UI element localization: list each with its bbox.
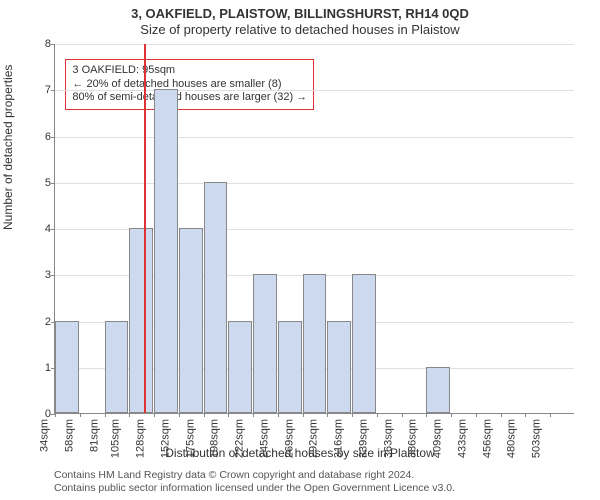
x-tick-mark [278, 413, 279, 417]
x-tick-mark [377, 413, 378, 417]
x-tick-mark [179, 413, 180, 417]
chart-container: 3, OAKFIELD, PLAISTOW, BILLINGSHURST, RH… [0, 0, 600, 500]
footer-attribution: Contains HM Land Registry data © Crown c… [54, 469, 455, 496]
x-tick-mark [303, 413, 304, 417]
bar [154, 89, 178, 413]
bar [129, 228, 153, 413]
bar [303, 274, 327, 413]
x-tick-mark [55, 413, 56, 417]
x-tick-mark [228, 413, 229, 417]
x-tick-mark [105, 413, 106, 417]
plot-area: 3 OAKFIELD: 95sqm ← 20% of detached hous… [54, 44, 574, 414]
chart-subtitle: Size of property relative to detached ho… [0, 21, 600, 37]
page-title: 3, OAKFIELD, PLAISTOW, BILLINGSHURST, RH… [0, 0, 600, 21]
y-tick-label: 8 [25, 38, 51, 50]
x-tick-mark [154, 413, 155, 417]
y-tick-label: 5 [25, 177, 51, 189]
bar [327, 321, 351, 414]
x-tick-mark [80, 413, 81, 417]
bar [55, 321, 79, 414]
bar [278, 321, 302, 414]
x-tick-mark [253, 413, 254, 417]
footer-line1: Contains HM Land Registry data © Crown c… [54, 469, 455, 483]
annotation-line3: 80% of semi-detached houses are larger (… [72, 91, 307, 105]
marker-line [144, 44, 146, 413]
bar [426, 367, 450, 413]
bar [204, 182, 228, 413]
footer-line2: Contains public sector information licen… [54, 482, 455, 496]
x-tick-mark [476, 413, 477, 417]
x-tick-mark [129, 413, 130, 417]
annotation-line1: 3 OAKFIELD: 95sqm [72, 64, 307, 78]
y-tick-label: 1 [25, 362, 51, 374]
bar [105, 321, 129, 414]
x-tick-mark [550, 413, 551, 417]
gridline [55, 44, 574, 45]
gridline [55, 137, 574, 138]
x-tick-mark [352, 413, 353, 417]
annotation-box: 3 OAKFIELD: 95sqm ← 20% of detached hous… [65, 59, 314, 110]
y-tick-label: 3 [25, 269, 51, 281]
x-tick-mark [501, 413, 502, 417]
y-tick-label: 7 [25, 84, 51, 96]
bar [253, 274, 277, 413]
x-tick-mark [327, 413, 328, 417]
y-tick-label: 2 [25, 316, 51, 328]
gridline [55, 183, 574, 184]
y-tick-label: 4 [25, 223, 51, 235]
x-tick-mark [204, 413, 205, 417]
x-tick-mark [525, 413, 526, 417]
y-axis-label: Number of detached properties [1, 65, 15, 230]
bar [352, 274, 376, 413]
y-tick-label: 6 [25, 131, 51, 143]
bar [228, 321, 252, 414]
bar [179, 228, 203, 413]
x-axis-label: Distribution of detached houses by size … [0, 446, 600, 460]
x-tick-mark [451, 413, 452, 417]
x-tick-mark [402, 413, 403, 417]
x-tick-mark [426, 413, 427, 417]
gridline [55, 90, 574, 91]
annotation-line2: ← 20% of detached houses are smaller (8) [72, 78, 307, 92]
